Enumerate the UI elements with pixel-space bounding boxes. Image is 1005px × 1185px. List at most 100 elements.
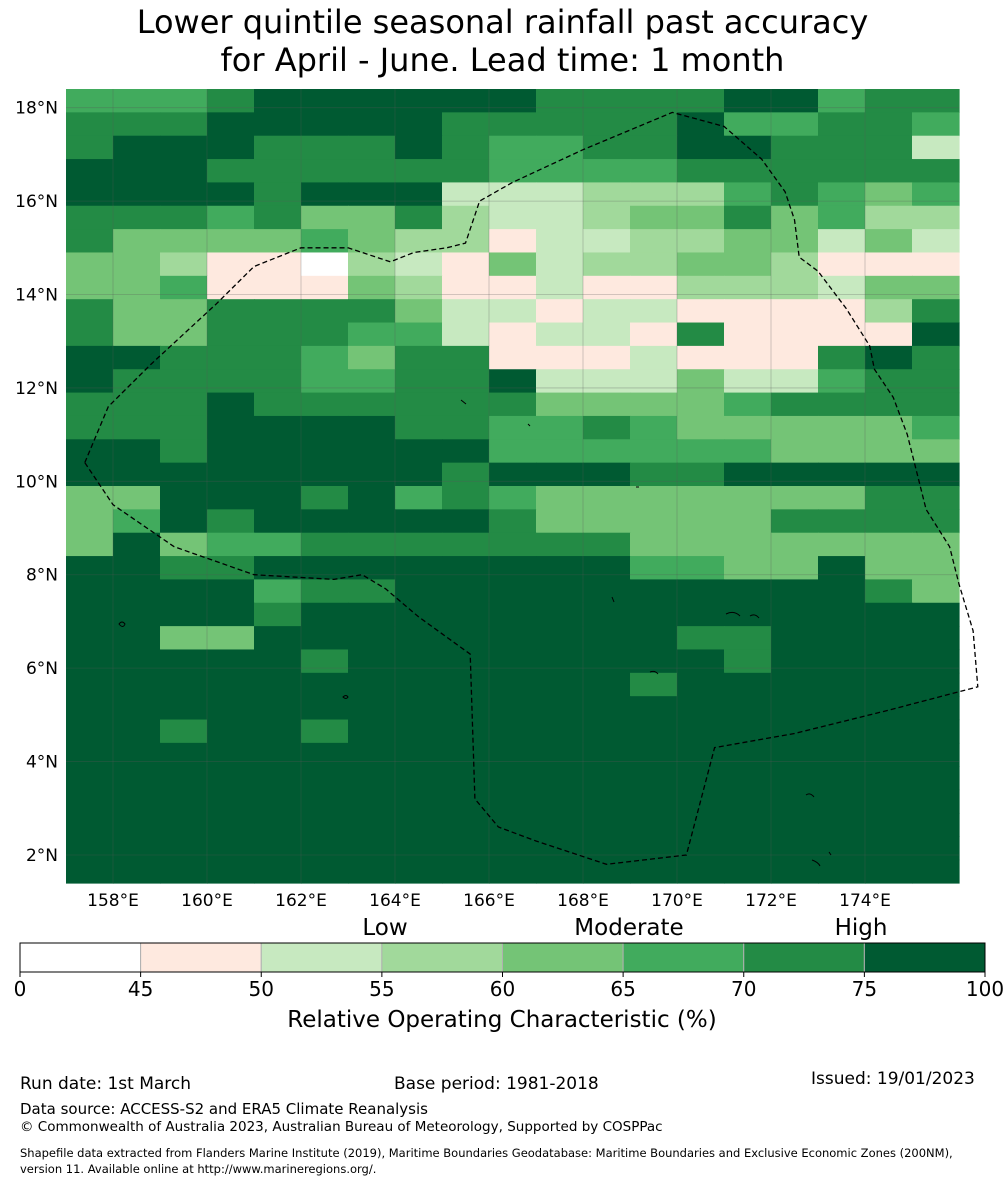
grid-cell	[677, 345, 725, 370]
grid-cell	[442, 556, 490, 581]
grid-cell	[66, 719, 114, 744]
grid-cell	[395, 579, 443, 604]
grid-cell	[207, 439, 255, 464]
grid-cell	[912, 415, 960, 440]
grid-cell	[395, 626, 443, 651]
grid-cell	[489, 392, 537, 417]
grid-cell	[301, 135, 349, 160]
grid-cell	[724, 439, 772, 464]
grid-cell	[489, 345, 537, 370]
grid-cell	[207, 556, 255, 581]
grid-cell	[442, 766, 490, 791]
grid-cell	[348, 159, 396, 184]
grid-cell	[771, 719, 819, 744]
grid-cell	[771, 322, 819, 347]
grid-cell	[536, 696, 584, 721]
grid-cell	[771, 299, 819, 324]
grid-cell	[395, 836, 443, 861]
grid-cell	[771, 89, 819, 113]
grid-cell	[912, 742, 960, 767]
grid-cell	[254, 532, 302, 557]
grid-cell	[724, 556, 772, 581]
grid-cell	[442, 789, 490, 814]
grid-cell	[395, 859, 443, 884]
grid-cell	[912, 556, 960, 581]
grid-cell	[583, 462, 631, 487]
grid-cell	[489, 112, 537, 137]
grid-cell	[630, 672, 678, 697]
grid-cell	[207, 626, 255, 651]
grid-cell	[724, 789, 772, 814]
grid-cell	[912, 275, 960, 300]
grid-cell	[536, 719, 584, 744]
grid-cell	[160, 789, 208, 814]
grid-cell	[630, 205, 678, 230]
colorbar-tick-label: 75	[852, 977, 877, 1001]
grid-cell	[818, 486, 866, 510]
grid-cell	[912, 159, 960, 184]
grid-cell	[348, 649, 396, 674]
grid-cell	[207, 836, 255, 861]
grid-cell	[818, 509, 866, 534]
grid-cell	[489, 415, 537, 440]
grid-cell	[301, 369, 349, 394]
grid-cell	[207, 182, 255, 207]
grid-cell	[160, 135, 208, 160]
grid-cell	[536, 322, 584, 347]
grid-cell	[677, 462, 725, 487]
grid-cell	[348, 789, 396, 814]
grid-cell	[301, 672, 349, 697]
grid-cell	[724, 532, 772, 557]
grid-cell	[818, 812, 866, 837]
grid-cell	[207, 205, 255, 230]
grid-cell	[818, 836, 866, 861]
grid-cell	[724, 89, 772, 113]
grid-cell	[583, 345, 631, 370]
grid-cell	[442, 369, 490, 394]
grid-cell	[160, 229, 208, 254]
grid-cell	[536, 89, 584, 113]
grid-cell	[912, 182, 960, 207]
grid-cell	[677, 649, 725, 674]
grid-cell	[818, 649, 866, 674]
grid-cell	[113, 205, 161, 230]
grid-cell	[442, 649, 490, 674]
grid-cell	[771, 252, 819, 277]
grid-cell	[536, 415, 584, 440]
grid-cell	[536, 672, 584, 697]
grid-cell	[66, 252, 114, 277]
grid-cell	[630, 252, 678, 277]
grid-cell	[536, 135, 584, 160]
grid-cell	[771, 486, 819, 510]
grid-cell	[677, 205, 725, 230]
grid-cell	[348, 766, 396, 791]
grid-cell	[630, 579, 678, 604]
grid-cell	[442, 579, 490, 604]
grid-cell	[630, 275, 678, 300]
category-label-moderate: Moderate	[574, 915, 683, 941]
grid-cell	[630, 392, 678, 417]
grid-cell	[207, 696, 255, 721]
grid-cell	[912, 229, 960, 254]
grid-cell	[489, 742, 537, 767]
grid-cell	[583, 439, 631, 464]
grid-cell	[818, 579, 866, 604]
grid-cell	[724, 205, 772, 230]
grid-cell	[536, 532, 584, 557]
grid-cell	[865, 626, 913, 651]
grid-cell	[865, 602, 913, 627]
grid-cell	[771, 672, 819, 697]
grid-cell	[113, 836, 161, 861]
grid-cell	[301, 252, 349, 277]
grid-cell	[818, 742, 866, 767]
grid-cell	[489, 322, 537, 347]
grid-cell	[442, 859, 490, 884]
grid-cell	[113, 345, 161, 370]
grid-cell	[160, 299, 208, 324]
grid-cell	[113, 486, 161, 510]
longitude-tick-label: 158°E	[87, 891, 139, 911]
grid-cell	[771, 135, 819, 160]
grid-cell	[912, 649, 960, 674]
grid-cell	[677, 696, 725, 721]
grid-cell	[771, 369, 819, 394]
